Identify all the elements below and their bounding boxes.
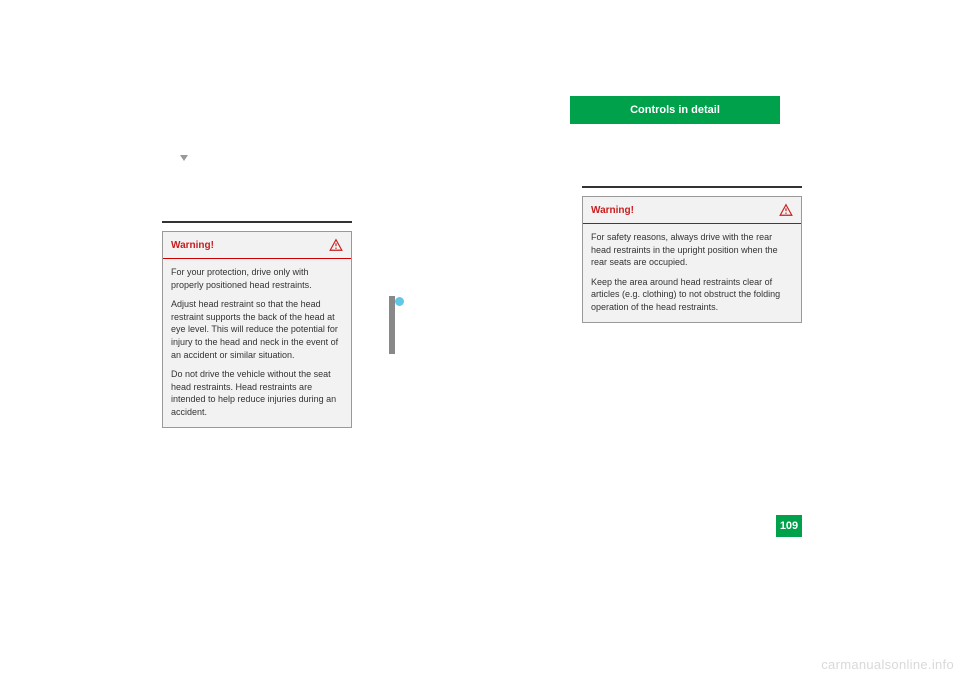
warning-header: Warning! [583, 197, 801, 224]
warning-body: For safety reasons, always drive with th… [583, 224, 801, 322]
column-middle [372, 86, 582, 566]
page-content: Warning! For your protection, drive only… [162, 86, 802, 566]
warning-paragraph: Do not drive the vehicle without the sea… [171, 368, 343, 418]
thumb-tab-icon [389, 296, 395, 354]
warning-paragraph: For safety reasons, always drive with th… [591, 231, 793, 269]
warning-header: Warning! [163, 232, 351, 259]
warning-triangle-icon [329, 238, 343, 254]
watermark-text: carmanualsonline.info [821, 657, 954, 672]
warning-box-left: Warning! For your protection, drive only… [162, 231, 352, 428]
column-right: Warning! For safety reasons, always driv… [582, 86, 802, 566]
warning-box-right: Warning! For safety reasons, always driv… [582, 196, 802, 323]
warning-body: For your protection, drive only with pro… [163, 259, 351, 427]
warning-title: Warning! [171, 239, 214, 253]
page-number-value: 109 [780, 520, 798, 532]
warning-paragraph: Adjust head restraint so that the head r… [171, 298, 343, 361]
warning-paragraph: Keep the area around head restraints cle… [591, 276, 793, 314]
column-left: Warning! For your protection, drive only… [162, 86, 372, 566]
bullet-icon [395, 297, 404, 306]
divider [582, 186, 802, 188]
divider [162, 221, 352, 223]
warning-title: Warning! [591, 204, 634, 218]
warning-paragraph: For your protection, drive only with pro… [171, 266, 343, 291]
page-number-badge: 109 [776, 515, 802, 537]
warning-triangle-icon [779, 203, 793, 219]
